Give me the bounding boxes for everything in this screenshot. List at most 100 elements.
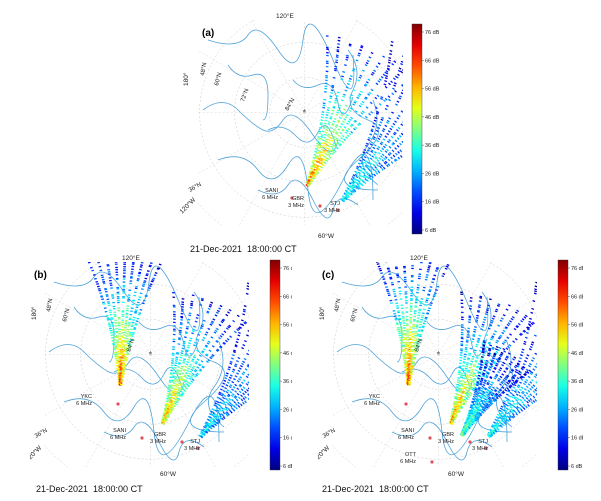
snr-cell [472, 373, 476, 376]
snr-cell [169, 372, 173, 375]
snr-cell [386, 148, 389, 152]
snr-cell [528, 364, 531, 368]
snr-cell [239, 376, 243, 379]
latitude-label: 84°N [126, 338, 136, 353]
snr-cell [211, 354, 215, 357]
snr-cell [474, 406, 478, 409]
snr-cell [425, 274, 429, 276]
snr-cell [422, 289, 426, 292]
snr-cell [405, 315, 409, 318]
snr-cell [404, 347, 408, 350]
snr-cell [106, 317, 110, 320]
snr-cell [460, 306, 464, 308]
snr-cell [126, 342, 130, 345]
snr-cell [539, 369, 542, 372]
snr-cell [492, 355, 496, 358]
snr-cell [405, 302, 408, 304]
snr-cell [532, 384, 536, 388]
snr-cell [173, 325, 176, 327]
snr-cell [324, 140, 328, 143]
snr-cell [470, 407, 474, 411]
snr-cell [514, 337, 518, 341]
snr-cell [115, 355, 119, 357]
snr-cell [524, 314, 528, 318]
snr-cell [229, 384, 233, 387]
snr-cell [356, 183, 360, 187]
snr-cell [345, 56, 349, 59]
snr-cell [226, 381, 230, 384]
snr-cell [390, 282, 394, 284]
snr-cell [382, 278, 386, 281]
snr-cell [311, 177, 315, 181]
snr-cell [466, 414, 470, 417]
snr-cell [488, 399, 492, 403]
snr-cell [419, 333, 423, 336]
snr-cell [476, 411, 480, 415]
snr-cell [403, 350, 407, 352]
snr-cell [478, 349, 482, 352]
snr-cell [171, 354, 175, 356]
snr-cell [538, 322, 541, 324]
snr-cell [373, 144, 377, 147]
snr-cell [361, 161, 364, 164]
snr-cell [201, 433, 205, 436]
snr-cell [487, 380, 491, 383]
snr-cell [504, 388, 508, 392]
map-area [198, 20, 409, 225]
snr-cell [341, 120, 345, 123]
snr-cell [414, 305, 418, 307]
snr-cell [336, 46, 340, 49]
snr-cell [406, 151, 409, 154]
snr-cell [325, 159, 329, 163]
snr-cell [393, 82, 397, 85]
snr-cell [168, 410, 172, 413]
snr-cell [169, 376, 173, 379]
snr-cell [127, 340, 131, 343]
snr-cell [380, 118, 384, 121]
snr-cell [506, 323, 510, 327]
snr-cell [473, 393, 477, 396]
colorbar-tick-label: 6 dB [425, 228, 437, 234]
snr-cell [201, 350, 205, 353]
snr-cell [509, 415, 513, 419]
snr-cell [481, 393, 485, 396]
colorbar [557, 259, 569, 471]
snr-cell [389, 277, 393, 280]
snr-cell [125, 335, 129, 337]
snr-cell [515, 406, 519, 410]
snr-cell [413, 312, 417, 314]
snr-cell [324, 119, 328, 122]
snr-cell [241, 346, 245, 350]
snr-cell [323, 122, 327, 125]
snr-cell [496, 416, 500, 420]
snr-cell [216, 415, 220, 418]
station-marker [428, 436, 432, 440]
snr-cell [198, 369, 202, 373]
snr-cell [177, 397, 181, 401]
snr-cell [181, 379, 185, 382]
snr-cell [166, 415, 170, 418]
snr-cell [442, 272, 446, 275]
snr-cell [511, 415, 515, 419]
snr-cell [429, 286, 433, 288]
snr-cell [507, 345, 510, 349]
snr-cell [392, 132, 396, 136]
snr-cell [484, 363, 488, 366]
snr-cell [460, 311, 464, 314]
snr-cell [462, 432, 466, 435]
snr-cell [493, 361, 497, 364]
snr-cell [387, 153, 391, 156]
snr-cell [175, 400, 179, 404]
snr-cell [177, 387, 181, 390]
snr-cell [393, 131, 397, 135]
snr-cell [402, 318, 405, 320]
snr-cell [108, 323, 111, 326]
snr-cell [422, 286, 426, 289]
snr-cell [459, 356, 463, 359]
snr-cell [134, 287, 138, 290]
snr-cell [534, 398, 537, 402]
snr-cell [173, 369, 177, 372]
snr-cell [363, 181, 367, 185]
snr-cell [250, 359, 253, 362]
snr-cell [348, 132, 352, 136]
